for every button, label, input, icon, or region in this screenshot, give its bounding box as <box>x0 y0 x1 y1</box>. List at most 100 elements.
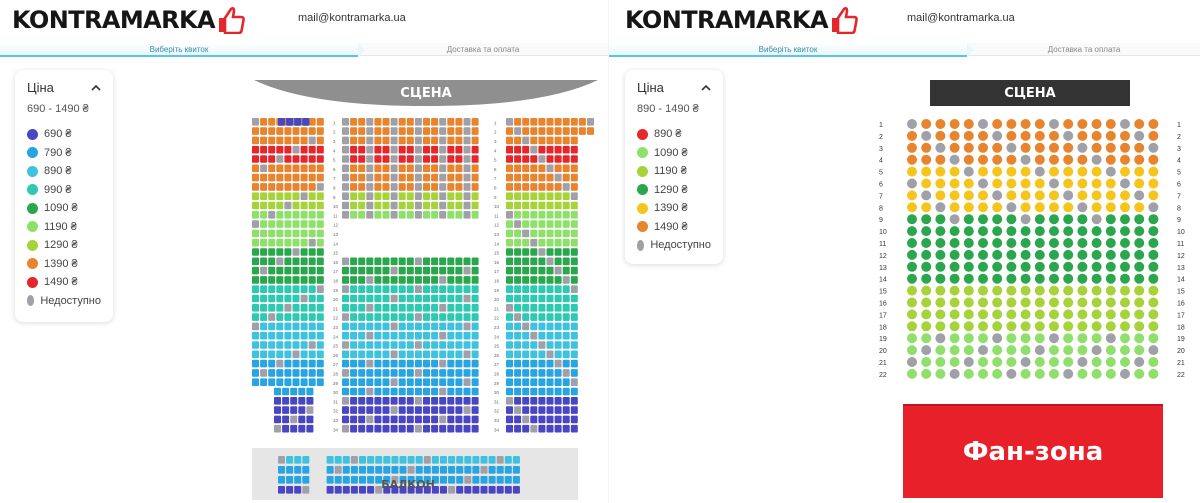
seat[interactable] <box>455 266 463 275</box>
seat[interactable] <box>522 359 530 368</box>
seat[interactable] <box>1020 333 1031 344</box>
seat[interactable] <box>1120 321 1130 332</box>
seat[interactable] <box>268 118 276 126</box>
seat[interactable] <box>350 331 358 340</box>
seat[interactable] <box>506 276 513 284</box>
seat[interactable] <box>1020 368 1031 379</box>
seat[interactable] <box>276 192 284 200</box>
seat[interactable] <box>358 294 366 303</box>
seat[interactable] <box>504 476 512 484</box>
seat[interactable] <box>1105 309 1116 320</box>
seat[interactable] <box>367 466 375 474</box>
seat[interactable] <box>350 145 358 154</box>
seat[interactable] <box>1063 357 1074 367</box>
seat[interactable] <box>252 378 259 386</box>
seat[interactable] <box>554 313 562 321</box>
seat[interactable] <box>359 486 366 494</box>
seat[interactable] <box>292 183 300 191</box>
seat[interactable] <box>316 331 324 340</box>
seat[interactable] <box>286 456 294 464</box>
seat[interactable] <box>350 118 358 126</box>
seat[interactable] <box>504 456 512 464</box>
seat[interactable] <box>1091 238 1102 248</box>
legend-item[interactable]: 1090 ₴ <box>27 199 101 218</box>
seat[interactable] <box>1034 154 1045 165</box>
seat[interactable] <box>1091 142 1102 153</box>
seat[interactable] <box>530 359 538 368</box>
seat[interactable] <box>514 331 522 340</box>
seat[interactable] <box>978 261 988 272</box>
seat[interactable] <box>514 266 522 275</box>
seat[interactable] <box>538 424 546 433</box>
seat[interactable] <box>921 249 932 260</box>
seat[interactable] <box>992 154 1003 165</box>
seat[interactable] <box>398 183 406 191</box>
seat[interactable] <box>522 136 530 145</box>
seat[interactable] <box>382 415 390 424</box>
seat[interactable] <box>342 201 349 210</box>
seat[interactable] <box>554 378 562 386</box>
seat[interactable] <box>455 155 463 163</box>
seat[interactable] <box>455 387 463 396</box>
seat[interactable] <box>1049 214 1059 225</box>
seat[interactable] <box>1034 119 1045 129</box>
seat[interactable] <box>1049 130 1059 141</box>
seat[interactable] <box>1077 178 1088 189</box>
seat[interactable] <box>1034 178 1045 189</box>
seat[interactable] <box>294 466 302 474</box>
seat[interactable] <box>447 192 455 200</box>
seat[interactable] <box>1077 333 1088 344</box>
seat[interactable] <box>1049 249 1059 260</box>
seat[interactable] <box>1020 214 1031 225</box>
seat[interactable] <box>1006 154 1017 165</box>
seat[interactable] <box>1006 178 1017 189</box>
seat[interactable] <box>1034 345 1045 356</box>
seat[interactable] <box>463 164 471 173</box>
seat[interactable] <box>375 476 383 484</box>
seat[interactable] <box>546 248 554 256</box>
seat[interactable] <box>538 257 546 266</box>
seat[interactable] <box>587 127 594 135</box>
seat[interactable] <box>414 164 422 173</box>
seat[interactable] <box>334 456 342 464</box>
seat[interactable] <box>366 415 374 424</box>
seat[interactable] <box>358 369 366 377</box>
seat[interactable] <box>292 173 300 182</box>
seat[interactable] <box>471 285 479 293</box>
seat[interactable] <box>252 313 259 321</box>
seat[interactable] <box>1006 273 1017 284</box>
seat[interactable] <box>252 145 259 154</box>
seat[interactable] <box>963 357 974 367</box>
seat[interactable] <box>978 333 988 344</box>
seat[interactable] <box>1105 226 1116 237</box>
seat[interactable] <box>367 486 375 494</box>
seat[interactable] <box>268 276 276 284</box>
seat[interactable] <box>431 406 439 414</box>
seat[interactable] <box>439 369 447 377</box>
seat[interactable] <box>530 313 538 321</box>
seat[interactable] <box>398 369 406 377</box>
seat[interactable] <box>935 357 946 367</box>
seat[interactable] <box>1134 142 1145 153</box>
seat[interactable] <box>448 466 456 474</box>
seat[interactable] <box>439 415 447 424</box>
seat[interactable] <box>1148 190 1159 201</box>
seat[interactable] <box>284 173 292 182</box>
seat[interactable] <box>530 248 538 256</box>
seat[interactable] <box>506 424 513 433</box>
seat[interactable] <box>570 248 578 256</box>
seat[interactable] <box>546 406 554 414</box>
seat[interactable] <box>963 285 974 296</box>
seat[interactable] <box>398 397 406 405</box>
seat[interactable] <box>1049 357 1059 367</box>
seat[interactable] <box>276 145 284 154</box>
seat[interactable] <box>546 145 554 154</box>
seat[interactable] <box>1091 321 1102 332</box>
seat[interactable] <box>292 127 300 135</box>
seat[interactable] <box>506 220 513 228</box>
seat[interactable] <box>1134 368 1145 379</box>
seat[interactable] <box>390 378 398 386</box>
seat[interactable] <box>308 257 316 266</box>
seat[interactable] <box>358 136 366 145</box>
seat[interactable] <box>342 369 349 377</box>
